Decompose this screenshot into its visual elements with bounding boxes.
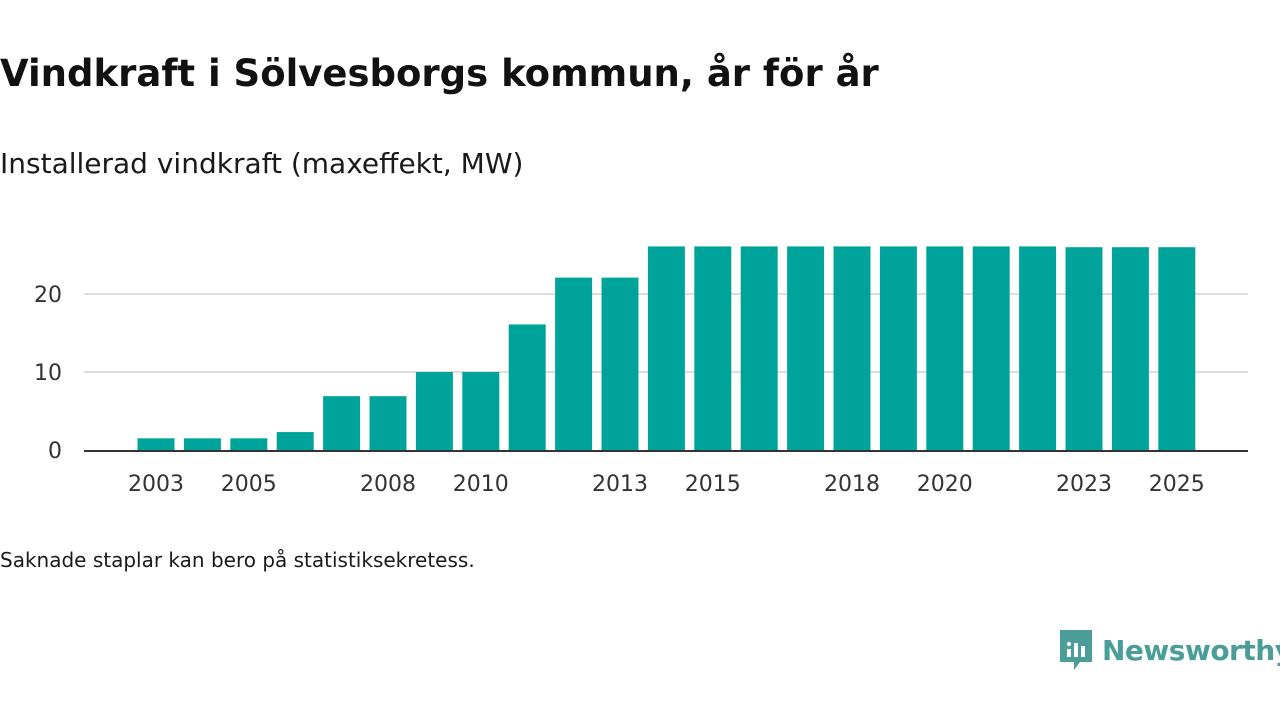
- bar-2021: [972, 246, 1010, 450]
- chart-title: Vindkraft i Sölvesborgs kommun, år för å…: [0, 52, 879, 95]
- x-tick-label: 2020: [917, 472, 973, 497]
- bar-2017: [787, 246, 825, 450]
- y-tick-label: 0: [48, 439, 62, 464]
- bar-2004: [183, 438, 221, 450]
- newsworthy-logo: Newsworthy: [1058, 628, 1280, 672]
- x-tick-label: 2015: [685, 472, 741, 497]
- y-tick-label: 20: [34, 283, 62, 308]
- bar-2013: [601, 277, 639, 450]
- y-tick-label: 10: [34, 361, 62, 386]
- bar-2019: [879, 246, 917, 450]
- x-tick-label: 2010: [453, 472, 509, 497]
- brand-name: Newsworthy: [1102, 633, 1280, 667]
- x-tick-label: 2018: [824, 472, 880, 497]
- x-tick-label: 2025: [1149, 472, 1205, 497]
- bar-2011: [508, 324, 546, 450]
- bar-2018: [833, 246, 871, 450]
- bar-2023: [1065, 247, 1103, 450]
- bar-2024: [1111, 247, 1149, 450]
- x-tick-label: 2003: [128, 472, 184, 497]
- x-tick-label: 2023: [1056, 472, 1112, 497]
- newsworthy-logo-icon: [1060, 630, 1092, 670]
- x-tick-label: 2005: [221, 472, 277, 497]
- bar-2016: [740, 246, 778, 450]
- bar-2006: [276, 432, 314, 450]
- bar-2012: [555, 277, 593, 450]
- bar-2008: [369, 396, 407, 450]
- bar-2007: [323, 396, 361, 450]
- chart-subtitle: Installerad vindkraft (maxeffekt, MW): [0, 147, 524, 180]
- bar-2022: [1019, 246, 1057, 450]
- bar-2014: [647, 246, 685, 450]
- bar-2003: [137, 438, 175, 450]
- bar-2025: [1158, 247, 1196, 450]
- bar-2005: [230, 438, 268, 450]
- footnote: Saknade staplar kan bero på statistiksek…: [0, 548, 475, 572]
- bar-2015: [694, 246, 732, 450]
- x-tick-label: 2013: [592, 472, 648, 497]
- bar-2020: [926, 246, 964, 450]
- bar-2010: [462, 372, 500, 450]
- bar-2009: [415, 372, 453, 450]
- x-tick-label: 2008: [360, 472, 416, 497]
